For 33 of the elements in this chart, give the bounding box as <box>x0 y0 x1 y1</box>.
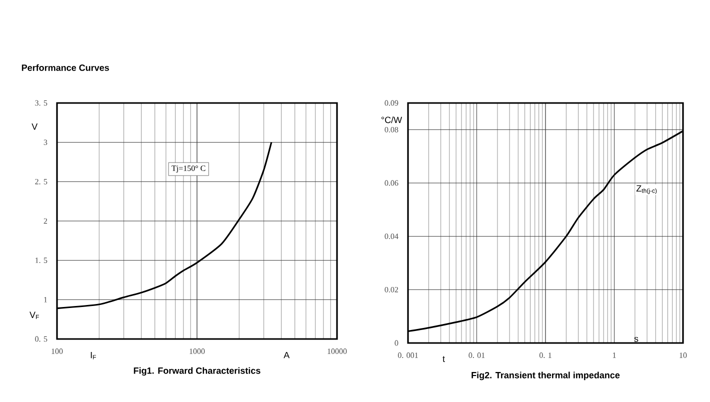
y-axis-title: V$_{F}$ <box>30 312 39 320</box>
x-tick-label: 0. 001 <box>398 352 418 358</box>
y-tick-label: 3. 5 <box>35 100 48 106</box>
x-tick-label: 1 <box>612 352 616 358</box>
x-tick-label: 10000 <box>328 348 347 354</box>
x-tick-label: 10 <box>680 352 687 358</box>
text: A <box>284 352 290 358</box>
y-tick-label: 1. 5 <box>36 258 48 264</box>
annotation: Tj=150° C <box>172 166 206 173</box>
y-axis-title: °C/W <box>381 116 402 124</box>
y-tick-label: 2. 5 <box>35 178 48 184</box>
x-tick-label: 0. 01 <box>468 352 485 358</box>
text: V <box>32 124 38 130</box>
y-tick-label: 0.04 <box>384 234 398 240</box>
y-tick-label: 0. 5 <box>35 336 48 342</box>
y-tick-label: 0.02 <box>384 286 398 292</box>
text: Fig1. Forward Characteristics <box>134 367 260 376</box>
y-tick-label: 2 <box>44 218 48 224</box>
y-tick-label: 0 <box>394 340 398 346</box>
y-tick-label: 3 <box>44 140 48 146</box>
x-tick-label: 0. 1 <box>539 352 552 358</box>
y-tick-label: 0.09 <box>384 100 398 106</box>
x-tick-label: 100 <box>52 348 63 354</box>
text: Performance Curves <box>22 64 109 71</box>
y-tick-label: 1 <box>44 297 47 302</box>
x-axis-title: I$_{F}$ <box>90 352 96 360</box>
y-tick-label: 0.08 <box>384 126 398 132</box>
x-axis-title: t <box>442 356 445 362</box>
text: Z$_{th(j-c)}$ <box>636 185 657 194</box>
annotation: s <box>634 336 638 342</box>
text: Fig2. Transient thermal impedance <box>472 372 620 380</box>
y-tick-label: 0.06 <box>384 180 398 186</box>
x-tick-label: 1000 <box>190 348 205 354</box>
